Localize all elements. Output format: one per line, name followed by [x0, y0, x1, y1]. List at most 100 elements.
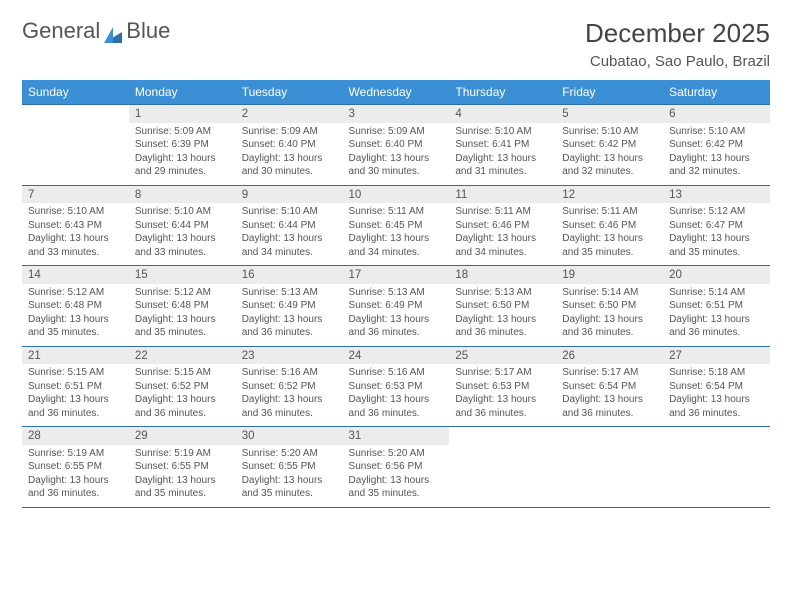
sunrise-line: Sunrise: 5:19 AM	[28, 447, 123, 461]
day-detail-cell: Sunrise: 5:09 AMSunset: 6:40 PMDaylight:…	[236, 123, 343, 186]
day-detail-cell: Sunrise: 5:10 AMSunset: 6:43 PMDaylight:…	[22, 203, 129, 266]
sunrise-line: Sunrise: 5:11 AM	[455, 205, 550, 219]
sunrise-line: Sunrise: 5:17 AM	[455, 366, 550, 380]
day-detail-cell: Sunrise: 5:10 AMSunset: 6:42 PMDaylight:…	[556, 123, 663, 186]
day-number-cell: 19	[556, 266, 663, 284]
weekday-header: Saturday	[663, 80, 770, 105]
day-detail-cell: Sunrise: 5:12 AMSunset: 6:47 PMDaylight:…	[663, 203, 770, 266]
day-number-cell: 27	[663, 346, 770, 364]
daylight-line: Daylight: 13 hours and 35 minutes.	[28, 313, 123, 340]
day-detail-cell: Sunrise: 5:15 AMSunset: 6:51 PMDaylight:…	[22, 364, 129, 427]
day-number-cell: 10	[343, 185, 450, 203]
daylight-line: Daylight: 13 hours and 36 minutes.	[669, 313, 764, 340]
daylight-line: Daylight: 13 hours and 36 minutes.	[349, 393, 444, 420]
day-detail-cell: Sunrise: 5:19 AMSunset: 6:55 PMDaylight:…	[22, 445, 129, 508]
day-number-cell: 12	[556, 185, 663, 203]
day-detail-cell: Sunrise: 5:10 AMSunset: 6:44 PMDaylight:…	[129, 203, 236, 266]
day-detail-cell: Sunrise: 5:17 AMSunset: 6:54 PMDaylight:…	[556, 364, 663, 427]
day-detail-cell: Sunrise: 5:17 AMSunset: 6:53 PMDaylight:…	[449, 364, 556, 427]
day-detail-cell: Sunrise: 5:11 AMSunset: 6:45 PMDaylight:…	[343, 203, 450, 266]
daylight-line: Daylight: 13 hours and 35 minutes.	[242, 474, 337, 501]
day-detail-cell: Sunrise: 5:20 AMSunset: 6:56 PMDaylight:…	[343, 445, 450, 508]
sunrise-line: Sunrise: 5:17 AM	[562, 366, 657, 380]
day-detail-cell	[663, 445, 770, 508]
day-number-cell: 30	[236, 427, 343, 445]
day-number-cell	[556, 427, 663, 445]
day-number-row: 123456	[22, 105, 770, 123]
daylight-line: Daylight: 13 hours and 30 minutes.	[349, 152, 444, 179]
sunrise-line: Sunrise: 5:18 AM	[669, 366, 764, 380]
day-detail-cell: Sunrise: 5:09 AMSunset: 6:40 PMDaylight:…	[343, 123, 450, 186]
day-detail-cell: Sunrise: 5:11 AMSunset: 6:46 PMDaylight:…	[556, 203, 663, 266]
sunset-line: Sunset: 6:50 PM	[455, 299, 550, 313]
day-number-cell: 16	[236, 266, 343, 284]
day-number-cell: 25	[449, 346, 556, 364]
sunrise-line: Sunrise: 5:09 AM	[242, 125, 337, 139]
weekday-header: Sunday	[22, 80, 129, 105]
sunset-line: Sunset: 6:39 PM	[135, 138, 230, 152]
daylight-line: Daylight: 13 hours and 29 minutes.	[135, 152, 230, 179]
sunset-line: Sunset: 6:55 PM	[242, 460, 337, 474]
daylight-line: Daylight: 13 hours and 32 minutes.	[669, 152, 764, 179]
sunset-line: Sunset: 6:40 PM	[349, 138, 444, 152]
daylight-line: Daylight: 13 hours and 30 minutes.	[242, 152, 337, 179]
day-detail-cell	[556, 445, 663, 508]
daylight-line: Daylight: 13 hours and 36 minutes.	[28, 393, 123, 420]
daylight-line: Daylight: 13 hours and 33 minutes.	[135, 232, 230, 259]
daylight-line: Daylight: 13 hours and 34 minutes.	[349, 232, 444, 259]
day-number-cell: 4	[449, 105, 556, 123]
day-detail-cell: Sunrise: 5:13 AMSunset: 6:49 PMDaylight:…	[343, 284, 450, 347]
weekday-header: Wednesday	[343, 80, 450, 105]
daylight-line: Daylight: 13 hours and 35 minutes.	[135, 474, 230, 501]
day-detail-cell: Sunrise: 5:18 AMSunset: 6:54 PMDaylight:…	[663, 364, 770, 427]
logo-text-1: General	[22, 18, 100, 44]
sunset-line: Sunset: 6:44 PM	[135, 219, 230, 233]
sunset-line: Sunset: 6:46 PM	[455, 219, 550, 233]
day-number-cell: 1	[129, 105, 236, 123]
day-number-cell: 14	[22, 266, 129, 284]
sunrise-line: Sunrise: 5:10 AM	[135, 205, 230, 219]
day-number-cell: 6	[663, 105, 770, 123]
weekday-header: Friday	[556, 80, 663, 105]
day-detail-cell: Sunrise: 5:14 AMSunset: 6:50 PMDaylight:…	[556, 284, 663, 347]
day-number-cell: 9	[236, 185, 343, 203]
sunset-line: Sunset: 6:48 PM	[135, 299, 230, 313]
day-detail-cell: Sunrise: 5:13 AMSunset: 6:49 PMDaylight:…	[236, 284, 343, 347]
day-number-cell: 17	[343, 266, 450, 284]
sunset-line: Sunset: 6:52 PM	[242, 380, 337, 394]
day-detail-row: Sunrise: 5:19 AMSunset: 6:55 PMDaylight:…	[22, 445, 770, 508]
daylight-line: Daylight: 13 hours and 33 minutes.	[28, 232, 123, 259]
logo-text-2: Blue	[126, 18, 170, 44]
sunrise-line: Sunrise: 5:13 AM	[242, 286, 337, 300]
day-number-cell: 31	[343, 427, 450, 445]
title-block: December 2025 Cubatao, Sao Paulo, Brazil	[585, 18, 770, 70]
day-number-cell: 11	[449, 185, 556, 203]
day-detail-row: Sunrise: 5:15 AMSunset: 6:51 PMDaylight:…	[22, 364, 770, 427]
sunset-line: Sunset: 6:54 PM	[562, 380, 657, 394]
daylight-line: Daylight: 13 hours and 36 minutes.	[669, 393, 764, 420]
day-detail-cell: Sunrise: 5:11 AMSunset: 6:46 PMDaylight:…	[449, 203, 556, 266]
sail-icon	[104, 23, 122, 39]
location: Cubatao, Sao Paulo, Brazil	[585, 53, 770, 70]
sunset-line: Sunset: 6:55 PM	[28, 460, 123, 474]
day-number-cell: 21	[22, 346, 129, 364]
daylight-line: Daylight: 13 hours and 36 minutes.	[242, 313, 337, 340]
weekday-header: Thursday	[449, 80, 556, 105]
sunrise-line: Sunrise: 5:10 AM	[669, 125, 764, 139]
day-number-cell: 8	[129, 185, 236, 203]
sunrise-line: Sunrise: 5:20 AM	[349, 447, 444, 461]
sunrise-line: Sunrise: 5:10 AM	[455, 125, 550, 139]
day-number-cell: 20	[663, 266, 770, 284]
sunset-line: Sunset: 6:49 PM	[242, 299, 337, 313]
sunset-line: Sunset: 6:48 PM	[28, 299, 123, 313]
sunset-line: Sunset: 6:51 PM	[669, 299, 764, 313]
day-detail-cell: Sunrise: 5:12 AMSunset: 6:48 PMDaylight:…	[22, 284, 129, 347]
day-detail-cell: Sunrise: 5:20 AMSunset: 6:55 PMDaylight:…	[236, 445, 343, 508]
sunset-line: Sunset: 6:53 PM	[349, 380, 444, 394]
daylight-line: Daylight: 13 hours and 36 minutes.	[28, 474, 123, 501]
daylight-line: Daylight: 13 hours and 36 minutes.	[349, 313, 444, 340]
sunrise-line: Sunrise: 5:09 AM	[349, 125, 444, 139]
sunset-line: Sunset: 6:56 PM	[349, 460, 444, 474]
day-detail-row: Sunrise: 5:09 AMSunset: 6:39 PMDaylight:…	[22, 123, 770, 186]
sunset-line: Sunset: 6:44 PM	[242, 219, 337, 233]
